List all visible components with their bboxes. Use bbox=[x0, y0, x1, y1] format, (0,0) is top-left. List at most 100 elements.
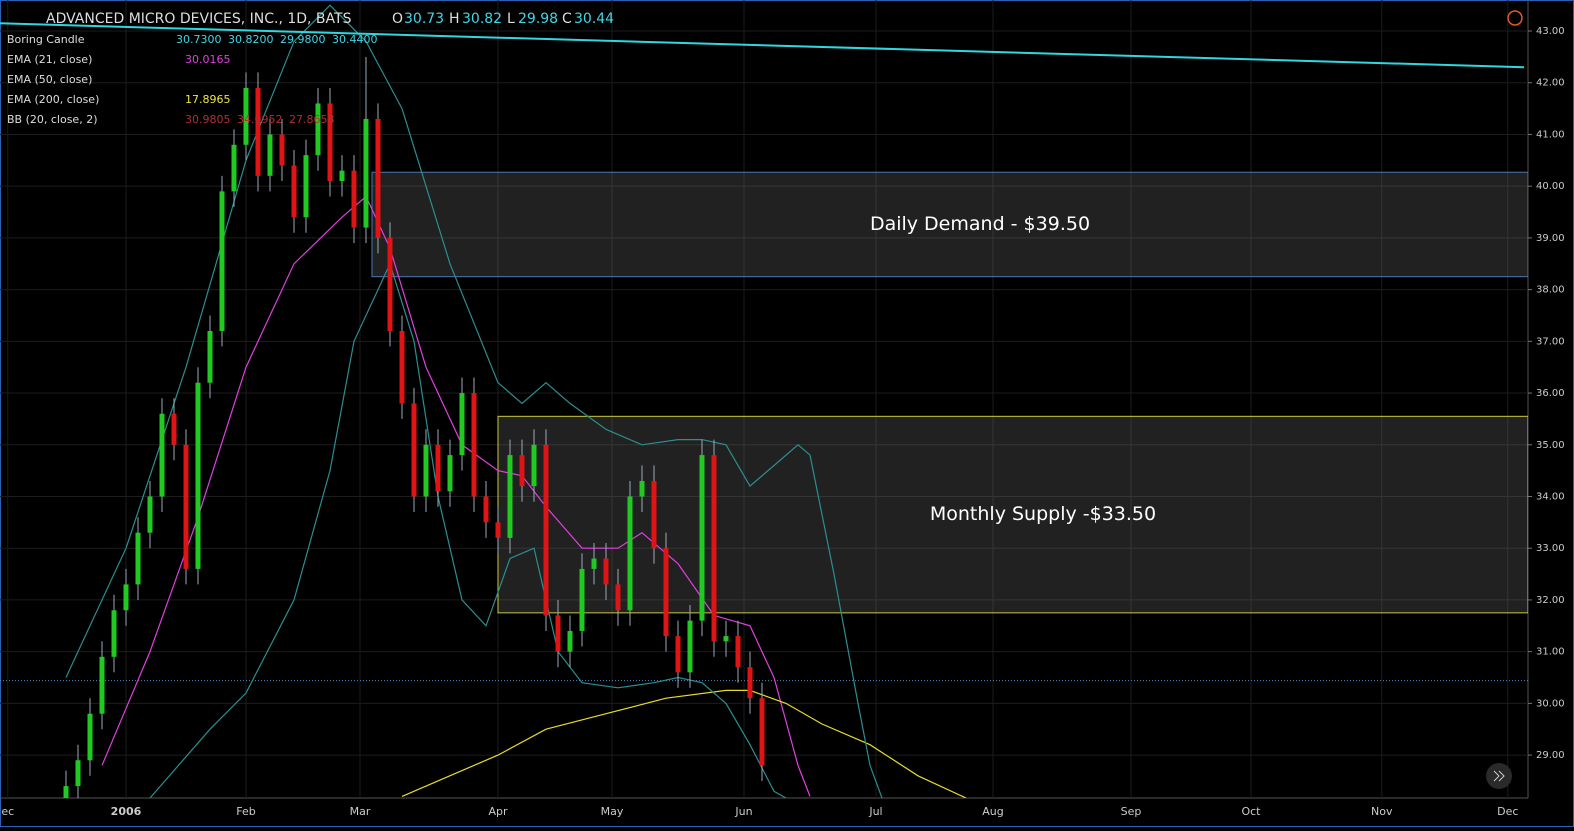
high-value: 30.82 bbox=[462, 11, 502, 27]
candle-body bbox=[723, 636, 729, 642]
y-tick-label: 42.00 bbox=[1536, 78, 1565, 89]
candle-body bbox=[171, 413, 177, 445]
open-value: 30.73 bbox=[404, 11, 444, 27]
x-tick-label: Nov bbox=[1371, 805, 1393, 818]
candle-body bbox=[639, 480, 645, 497]
header: ADVANCED MICRO DEVICES, INC., 1D, BATS O… bbox=[46, 10, 1523, 789]
candle-body bbox=[699, 455, 705, 621]
candle-body bbox=[555, 615, 561, 652]
candle-body bbox=[627, 496, 633, 611]
y-tick-label: 37.00 bbox=[1536, 336, 1565, 347]
x-tick-label: Dec bbox=[1497, 805, 1518, 818]
candle-body bbox=[567, 630, 573, 652]
y-tick-label: 43.00 bbox=[1536, 26, 1565, 37]
candle-body bbox=[87, 713, 93, 761]
symbol[interactable]: ADVANCED MICRO DEVICES, INC., 1D, BATS bbox=[46, 11, 352, 27]
candle-body bbox=[735, 636, 741, 668]
y-tick-label: 31.00 bbox=[1536, 647, 1565, 658]
candle-body bbox=[243, 87, 249, 145]
candle-body bbox=[147, 496, 153, 533]
y-tick-label: 41.00 bbox=[1536, 129, 1565, 140]
candle-body bbox=[531, 444, 537, 487]
y-tick-label: 30.00 bbox=[1536, 698, 1565, 709]
y-tick-label: 35.00 bbox=[1536, 440, 1565, 451]
y-tick-label: 38.00 bbox=[1536, 285, 1565, 296]
low-value: 29.98 bbox=[518, 11, 558, 27]
x-tick-label: Mar bbox=[350, 805, 371, 818]
candle-body bbox=[747, 667, 753, 699]
legend-name: BB (20, close, 2) bbox=[7, 113, 98, 126]
legend-value: 30.4400 bbox=[332, 33, 378, 46]
plot: Daily Demand - $39.50 Monthly Supply -$33… bbox=[0, 4, 1528, 798]
scroll-icon bbox=[1493, 770, 1505, 782]
candle-body bbox=[759, 698, 765, 766]
candle-body bbox=[135, 532, 141, 585]
candle-body bbox=[387, 237, 393, 331]
candle-body bbox=[159, 413, 165, 497]
candle-body bbox=[291, 165, 297, 218]
candle-body bbox=[663, 548, 669, 637]
indicator-line bbox=[65, 4, 883, 798]
c-label: C bbox=[562, 11, 572, 27]
x-tick-label: 2006 bbox=[111, 805, 142, 818]
x-tick-label: Feb bbox=[236, 805, 255, 818]
candle-body bbox=[279, 134, 285, 166]
candle-body bbox=[231, 144, 237, 192]
candle-body bbox=[207, 330, 213, 383]
y-tick-label: 29.00 bbox=[1536, 750, 1565, 761]
legend-value: 30.9805 bbox=[185, 113, 231, 126]
y-tick-label: 39.00 bbox=[1536, 233, 1565, 244]
candle-body bbox=[507, 455, 513, 538]
candle-body bbox=[99, 656, 105, 714]
candle-body bbox=[111, 610, 117, 657]
candle-body bbox=[219, 191, 225, 331]
candle-body bbox=[375, 118, 381, 238]
candle-body bbox=[483, 496, 489, 523]
candle-body bbox=[411, 403, 417, 497]
x-tick-label: Apr bbox=[488, 805, 508, 818]
legend-value: 30.8200 bbox=[228, 33, 274, 46]
candle-body bbox=[543, 444, 549, 616]
candle-body bbox=[675, 636, 681, 673]
y-tick-label: 34.00 bbox=[1536, 491, 1565, 502]
candle-body bbox=[459, 393, 465, 456]
candle-body bbox=[651, 480, 657, 549]
candle-body bbox=[123, 584, 129, 611]
candle-body bbox=[327, 103, 333, 182]
h-label: H bbox=[449, 11, 460, 27]
candle-body bbox=[315, 103, 321, 156]
x-tick-label: Jun bbox=[734, 805, 752, 818]
candle-body bbox=[615, 584, 621, 611]
legend-name: Boring Candle bbox=[7, 33, 85, 46]
alert-icon[interactable] bbox=[1507, 10, 1523, 26]
zone-label: Daily Demand - $39.50 bbox=[870, 213, 1090, 235]
candle-body bbox=[495, 522, 501, 538]
candle-body bbox=[579, 568, 585, 631]
x-tick-label: May bbox=[601, 805, 624, 818]
legend-value: 29.9800 bbox=[280, 33, 326, 46]
legend-name: EMA (50, close) bbox=[7, 73, 92, 86]
grid bbox=[0, 0, 1528, 798]
candle-body bbox=[423, 444, 429, 497]
axes: ec 2006 Feb Mar Apr May Jun Jul Aug Sep Oct Nov Dec 2… bbox=[1, 26, 1564, 818]
y-tick-label: 36.00 bbox=[1536, 388, 1565, 399]
y-tick-label: 40.00 bbox=[1536, 181, 1565, 192]
candle-body bbox=[255, 87, 261, 176]
legend-value: 27.8658 bbox=[289, 113, 335, 126]
candle-body bbox=[711, 455, 717, 642]
x-tick-label: Sep bbox=[1121, 805, 1142, 818]
legend-value: 30.0165 bbox=[185, 53, 231, 66]
candle-body bbox=[447, 455, 453, 492]
indicator-line bbox=[149, 262, 787, 798]
candle-body bbox=[603, 558, 609, 585]
candle-body bbox=[351, 170, 357, 228]
x-tick-label: Oct bbox=[1241, 805, 1261, 818]
legend-value: 17.8965 bbox=[185, 93, 231, 106]
candle-body bbox=[75, 760, 81, 787]
candle-body bbox=[687, 620, 693, 673]
candle-body bbox=[399, 330, 405, 404]
legend-name: EMA (21, close) bbox=[7, 53, 92, 66]
